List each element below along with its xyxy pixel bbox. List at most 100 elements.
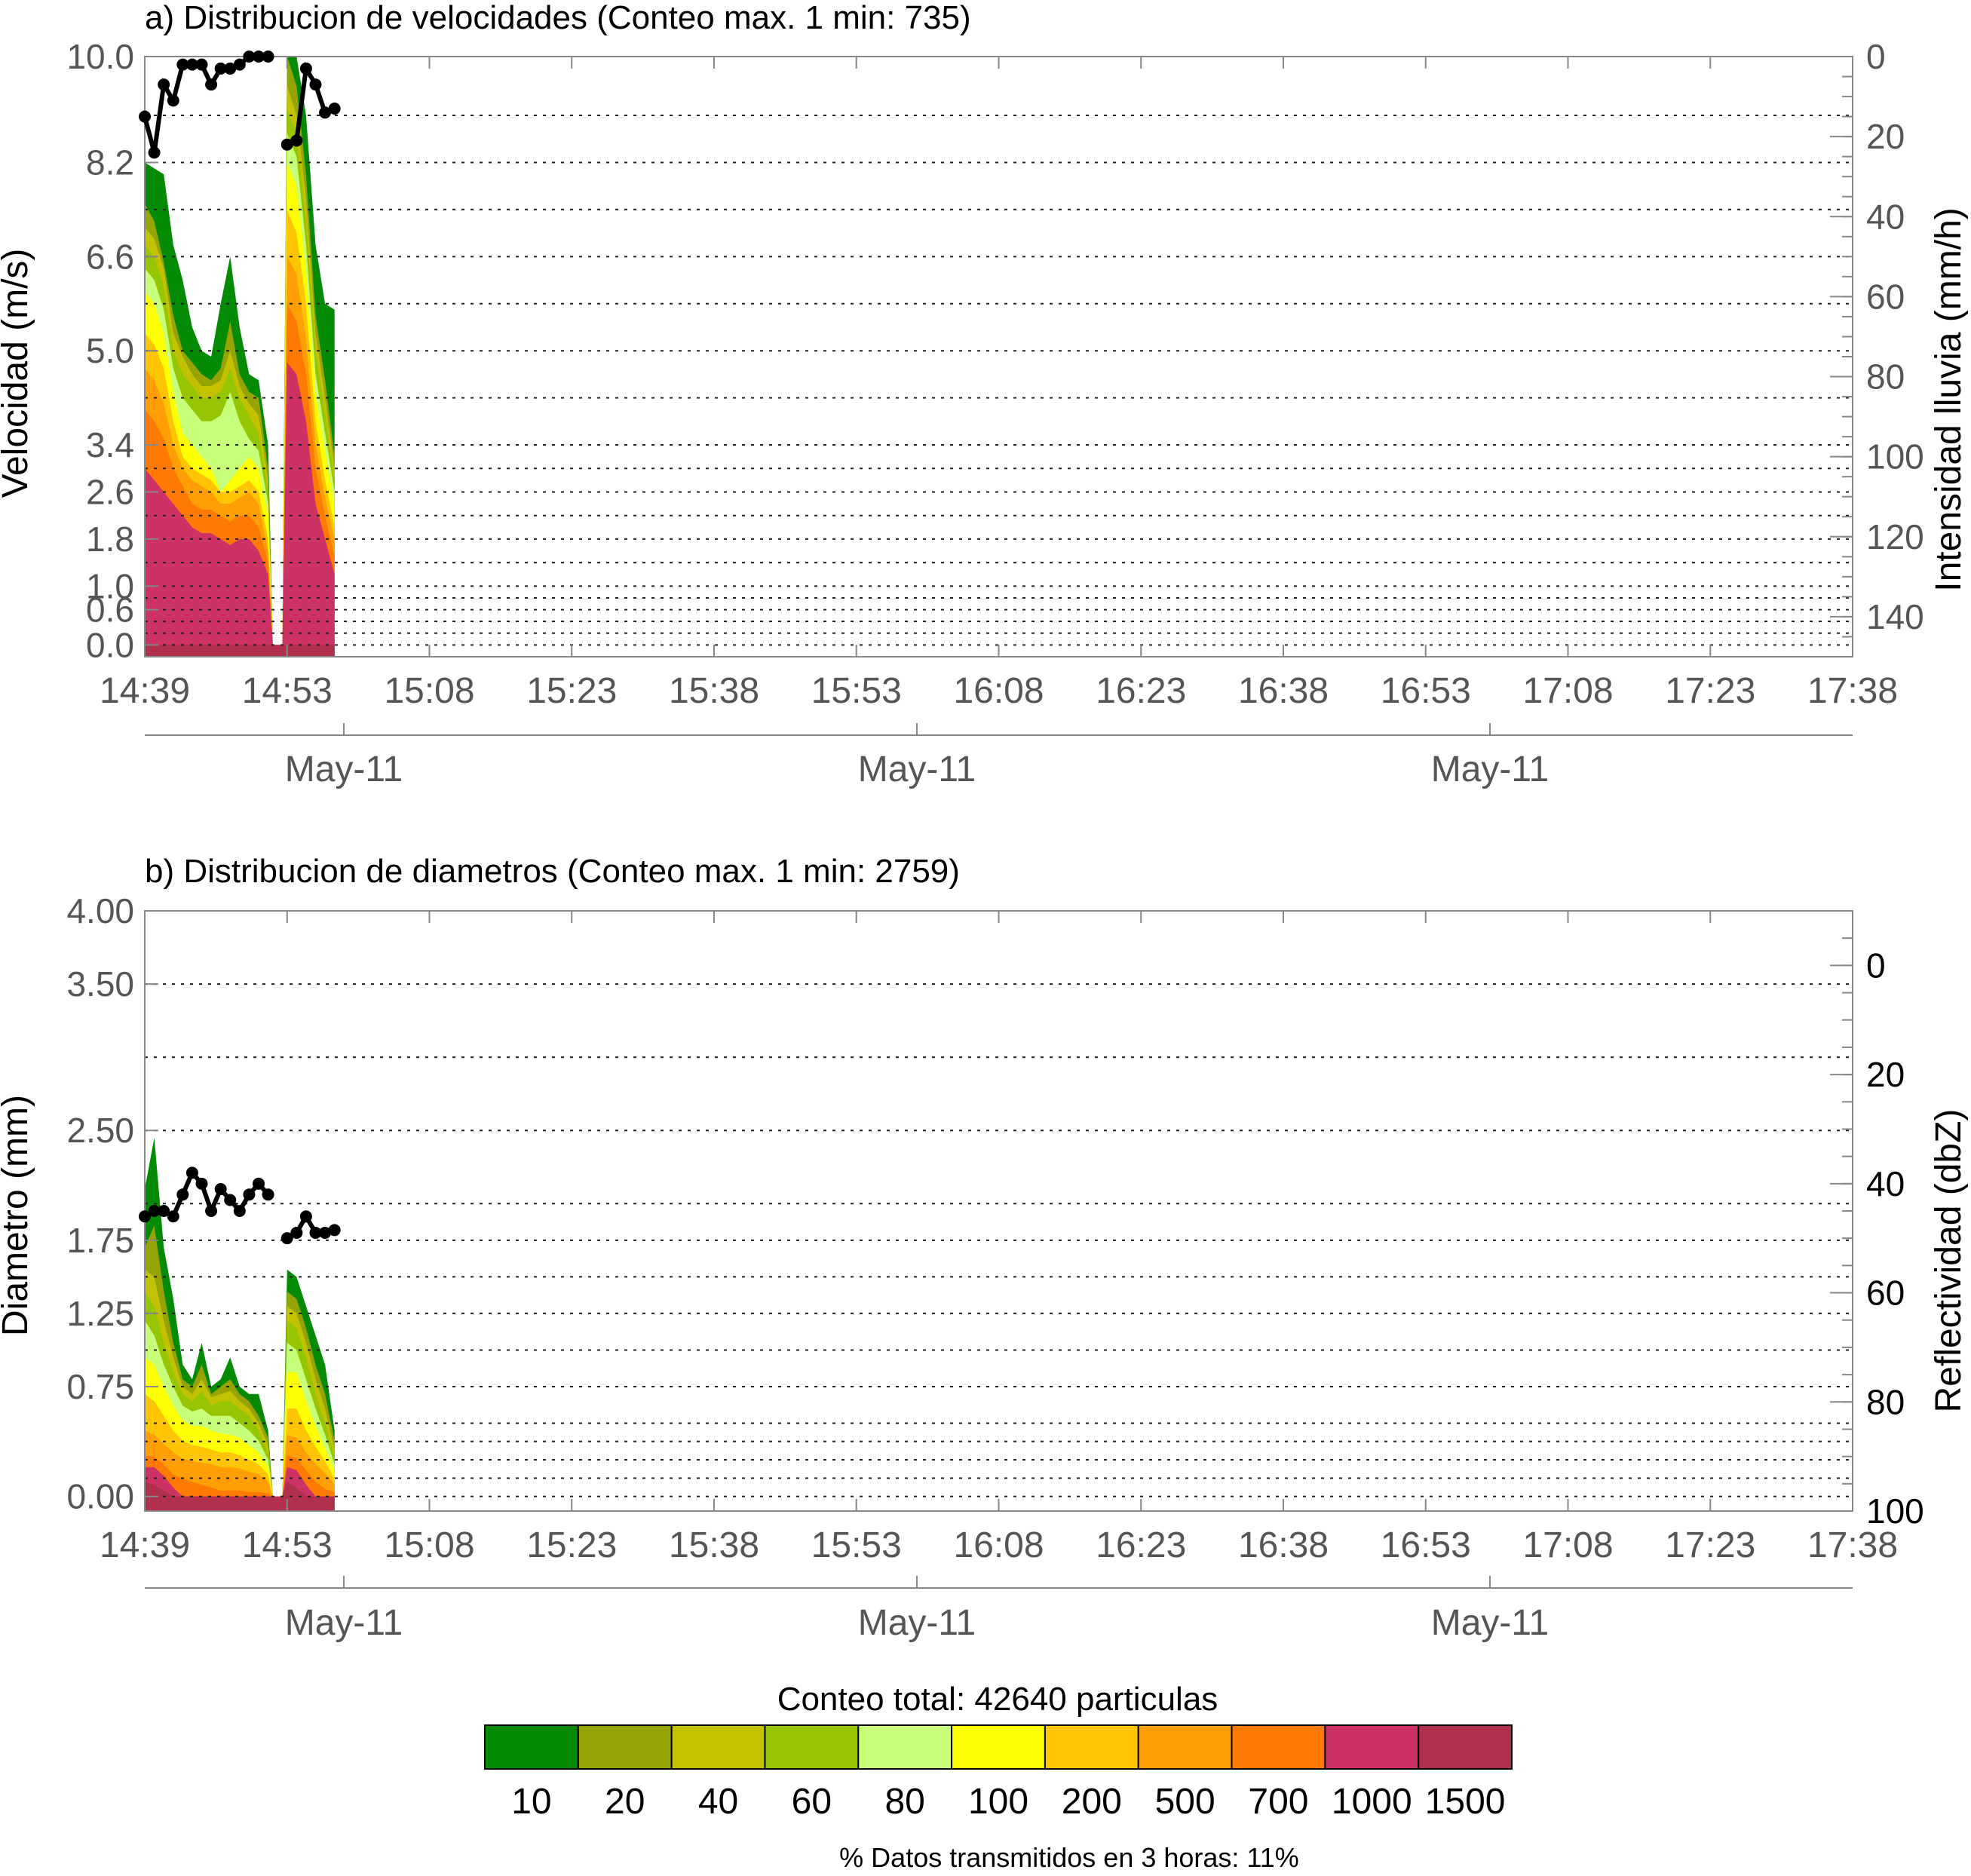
colorbar-legend: Conteo total: 42640 particulas % Datos t…: [484, 1681, 1513, 1873]
chart-title-a: a) Distribucion de velocidades (Conteo m…: [145, 0, 971, 36]
date-tick-label: May-11: [858, 1603, 976, 1643]
x-tick-label: 15:08: [384, 671, 474, 711]
chart-title-b: b) Distribucion de diametros (Conteo max…: [145, 853, 960, 890]
colorbar-label: 80: [884, 1782, 924, 1822]
x-tick-label: 16:23: [1096, 671, 1186, 711]
series-point: [233, 1205, 246, 1217]
y2-tick-label: 40: [1866, 197, 1905, 236]
x-tick-label: 14:53: [242, 1525, 333, 1565]
x-tick-label: 15:53: [811, 671, 902, 711]
colorbar-label: 60: [792, 1782, 832, 1822]
x-tick-label: 17:38: [1807, 1525, 1898, 1565]
colorbar-swatch-5: [857, 1724, 953, 1770]
distribution-fill: [145, 1137, 335, 1511]
series-point: [195, 58, 208, 71]
date-tick-label: May-11: [1431, 749, 1550, 789]
series-point: [167, 1210, 179, 1223]
series-point: [139, 1210, 151, 1223]
x-tick-label: 16:53: [1381, 1525, 1471, 1565]
series-point: [158, 1205, 170, 1217]
series-point: [328, 1224, 341, 1237]
series-point: [224, 62, 237, 75]
x-tick-label: 17:38: [1807, 671, 1898, 711]
date-tick-label: May-11: [285, 1603, 403, 1643]
series-point: [148, 146, 161, 159]
series-point: [299, 1210, 312, 1223]
colorbar-label: 700: [1248, 1782, 1308, 1822]
colorbar-swatch-1: [484, 1724, 579, 1770]
y2-tick-label: 0: [1866, 37, 1886, 76]
series-point: [214, 62, 227, 75]
y-tick-label: 8.2: [86, 143, 134, 182]
colorbar-swatch-7: [1044, 1724, 1139, 1770]
y-tick-label: 1.0: [86, 566, 134, 605]
x-tick-label: 17:23: [1665, 1525, 1755, 1565]
y-tick-label: 5.0: [86, 331, 134, 370]
colorbar-swatch-4: [764, 1724, 860, 1770]
series-point: [139, 110, 151, 123]
series-point: [243, 51, 256, 63]
series-point: [158, 78, 170, 91]
x-tick-label: 17:23: [1665, 671, 1755, 711]
contour-level-10: [145, 362, 335, 657]
colorbar-swatch-2: [577, 1724, 673, 1770]
y2-tick-label: 20: [1866, 117, 1905, 156]
colorbar-swatch-3: [670, 1724, 766, 1770]
x-tick-label: 15:53: [811, 1525, 902, 1565]
y2-tick-label: 100: [1866, 1491, 1924, 1531]
contour-level-11: [145, 645, 335, 657]
distribution-fill: [145, 57, 335, 657]
date-tick-label: May-11: [858, 749, 976, 789]
y-axis-label-a: Velocidad (m/s): [0, 249, 35, 498]
y-tick-label: 10.0: [66, 37, 134, 76]
colorbar-swatch-8: [1137, 1724, 1233, 1770]
series-point: [280, 1232, 293, 1245]
series-point: [176, 1188, 189, 1201]
series-point: [299, 62, 312, 75]
colorbar-title: Conteo total: 42640 particulas: [777, 1681, 1218, 1718]
date-tick-label: May-11: [285, 749, 403, 789]
colorbar-label: 500: [1155, 1782, 1215, 1822]
series-point: [214, 1183, 227, 1196]
y-tick-label: 2.50: [66, 1111, 134, 1150]
y-tick-label: 0.0: [86, 625, 134, 664]
colorbar-label: 100: [968, 1782, 1028, 1822]
y-tick-label: 1.8: [86, 520, 134, 559]
series-point: [233, 58, 246, 71]
y2-tick-label: 120: [1866, 517, 1924, 556]
series-point: [253, 1177, 265, 1190]
y2-axis-label-a: Intensidad lluvia (mm/h): [1929, 207, 1969, 592]
colorbar-label: 20: [605, 1782, 645, 1822]
x-tick-label: 17:08: [1522, 1525, 1613, 1565]
series-point: [309, 78, 322, 91]
x-tick-label: 15:23: [526, 671, 617, 711]
x-tick-label: 16:08: [953, 1525, 1044, 1565]
x-tick-label: 15:08: [384, 1525, 474, 1565]
y2-tick-label: 60: [1866, 1274, 1905, 1313]
y-tick-label: 1.75: [66, 1221, 134, 1260]
y-tick-label: 3.50: [66, 964, 134, 1004]
colorbar-swatch-6: [951, 1724, 1046, 1770]
series-point: [185, 58, 198, 71]
y2-tick-label: 80: [1866, 1382, 1905, 1421]
series-point: [243, 1188, 256, 1201]
series-point: [290, 1226, 303, 1239]
y2-tick-label: 0: [1866, 946, 1886, 985]
y-tick-label: 0.6: [86, 590, 134, 630]
colorbar-label: 10: [511, 1782, 551, 1822]
series-point: [167, 94, 179, 107]
series-line-1: [143, 54, 268, 154]
y-tick-label: 4.00: [66, 891, 134, 930]
x-tick-label: 14:53: [242, 671, 333, 711]
colorbar-swatch-10: [1324, 1724, 1420, 1770]
series-point: [280, 138, 293, 151]
y-axis-label-b: Diametro (mm): [0, 1095, 35, 1336]
colorbar-label: 1000: [1332, 1782, 1412, 1822]
x-tick-label: 17:08: [1522, 671, 1613, 711]
series-point: [205, 78, 218, 91]
series-point: [328, 102, 341, 115]
y-tick-label: 0.75: [66, 1367, 134, 1406]
series-point: [195, 1177, 208, 1190]
y-tick-label: 6.6: [86, 237, 134, 276]
